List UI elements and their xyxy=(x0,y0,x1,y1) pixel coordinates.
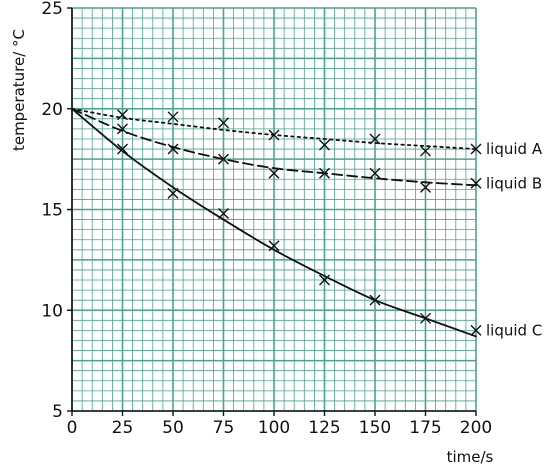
y-tick-label: 25 xyxy=(41,0,63,19)
x-tick-label: 100 xyxy=(258,418,290,438)
data-point-cross-stroke xyxy=(117,143,128,155)
liquid-a-data-point xyxy=(218,117,229,129)
data-point-cross-stroke xyxy=(167,111,179,123)
data-point-cross-stroke xyxy=(319,274,330,286)
y-tick-label: 15 xyxy=(41,201,63,221)
data-point-cross-stroke xyxy=(319,139,330,151)
plot-axes xyxy=(67,7,477,416)
data-point-cross-stroke xyxy=(268,129,280,141)
liquid-a-data-point xyxy=(470,143,482,155)
liquid-b-data-point xyxy=(319,167,330,179)
data-point-cross-stroke xyxy=(369,167,381,179)
x-tick-label: 150 xyxy=(359,418,391,438)
data-point-cross-stroke xyxy=(167,187,179,199)
data-point-cross-stroke xyxy=(420,145,431,157)
data-point-cross-stroke xyxy=(369,133,381,145)
data-point-cross-stroke xyxy=(218,153,229,165)
y-tick-label: 5 xyxy=(52,402,63,422)
data-point-cross-stroke xyxy=(420,312,431,324)
liquid-a-data-point xyxy=(319,139,330,151)
liquid-c-data-point xyxy=(117,143,128,155)
plot-grid xyxy=(71,7,477,412)
liquid-c-data-point xyxy=(420,312,431,324)
y-tick-label: 10 xyxy=(41,301,63,321)
liquid-b-data-point xyxy=(117,123,128,135)
data-point-cross-stroke xyxy=(117,109,128,121)
data-point-cross-stroke xyxy=(268,240,280,252)
liquid-c-data-point xyxy=(167,187,179,199)
liquid-a-data-point xyxy=(369,133,381,145)
data-point-cross-stroke xyxy=(117,123,128,135)
liquid-c-fit-curve xyxy=(71,107,477,338)
liquid-b-data-point xyxy=(420,181,431,193)
x-tick-label: 75 xyxy=(213,418,235,438)
data-point-cross-stroke xyxy=(218,208,229,220)
liquid-a-data-point xyxy=(420,145,431,157)
x-axis-label: time/s xyxy=(447,448,494,466)
data-point-cross-stroke xyxy=(369,294,381,306)
liquid-b-data-point xyxy=(470,177,482,189)
liquid-b-fit-curve xyxy=(71,107,477,187)
liquid-b-data-point xyxy=(218,153,229,165)
liquid-a-data-point xyxy=(268,129,280,141)
liquid-b-label: liquid B xyxy=(486,174,542,192)
liquid-c-data-point xyxy=(319,274,330,286)
data-point-cross-stroke xyxy=(470,143,482,155)
data-point-cross-stroke xyxy=(167,143,179,155)
liquid-a-label: liquid A xyxy=(486,140,543,158)
liquid-a-data-point xyxy=(117,109,128,121)
data-point-cross-stroke xyxy=(319,167,330,179)
data-point-cross-stroke xyxy=(470,324,482,336)
liquid-c-data-point xyxy=(369,294,381,306)
x-tick-label: 125 xyxy=(308,418,340,438)
data-point-cross-stroke xyxy=(420,181,431,193)
liquid-a-data-point xyxy=(167,111,179,123)
x-tick-label: 200 xyxy=(460,418,492,438)
y-axis-label: temperature/ °C xyxy=(10,29,28,151)
liquid-c-label: liquid C xyxy=(486,321,542,339)
data-point-cross-stroke xyxy=(470,177,482,189)
x-tick-label: 25 xyxy=(112,418,134,438)
x-tick-label: 50 xyxy=(162,418,184,438)
y-tick-label: 20 xyxy=(41,100,63,120)
tick-labels: 0 25 50 75 100 125 150 175 200 5 10 15 20 25 xyxy=(41,0,492,438)
x-tick-label: 175 xyxy=(409,418,441,438)
liquid-b-data-point xyxy=(369,167,381,179)
data-point-cross-stroke xyxy=(218,117,229,129)
liquid-c-data-point xyxy=(268,240,280,252)
liquid-b-data-point xyxy=(268,167,280,179)
liquid-b-data-point xyxy=(167,143,179,155)
liquid-c-data-point xyxy=(470,324,482,336)
liquid-c-data-point xyxy=(218,208,229,220)
data-point-cross-stroke xyxy=(268,167,280,179)
series-layer: liquid A liquid B liquid C xyxy=(71,107,543,339)
x-tick-label: 0 xyxy=(67,418,78,438)
